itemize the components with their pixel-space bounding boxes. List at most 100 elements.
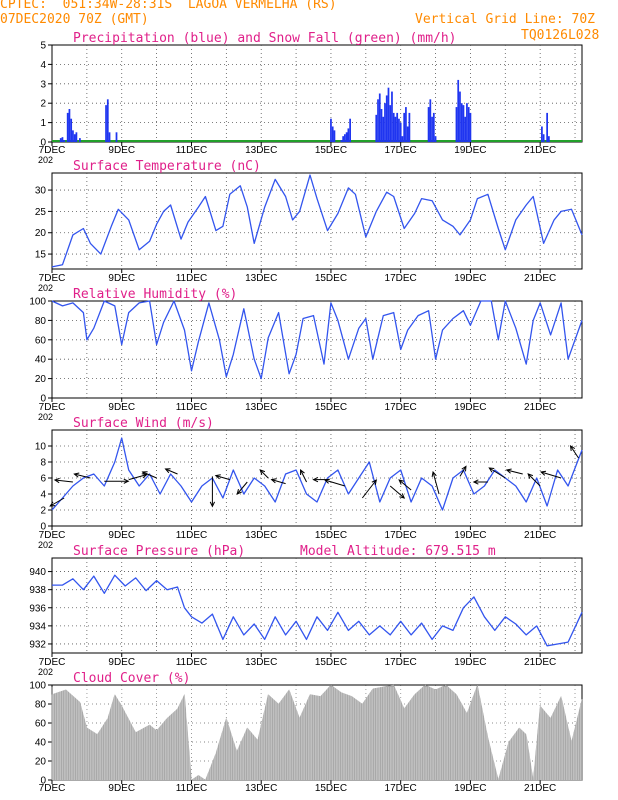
press-x-tick-label: 17DEC bbox=[385, 657, 417, 668]
wind-vector-arrowhead bbox=[398, 479, 405, 485]
precip-bar bbox=[377, 99, 379, 142]
temp-y-tick-label: 30 bbox=[35, 186, 47, 197]
temp-x-tick-label: 11DEC bbox=[176, 273, 208, 284]
wind-vector-arrowhead bbox=[505, 468, 512, 474]
precip-bar bbox=[105, 105, 107, 142]
wind-title: Surface Wind (m/s) bbox=[73, 416, 214, 431]
rh-y-tick-label: 100 bbox=[29, 297, 46, 308]
press-x-tick-label: 13DEC bbox=[245, 657, 277, 668]
temp-title: Surface Temperature (nC) bbox=[73, 159, 261, 174]
precip-bar bbox=[541, 126, 543, 142]
precip-bar bbox=[68, 109, 71, 142]
precip-bar bbox=[331, 126, 334, 142]
wind-vector-arrow bbox=[271, 479, 286, 485]
precip-bar bbox=[108, 132, 111, 142]
wind-vector-arrowhead bbox=[488, 467, 495, 473]
precip-y-tick-label: 1 bbox=[40, 118, 46, 129]
cloud-x-tick-label: 13DEC bbox=[245, 783, 277, 794]
cloud-x-tick-label: 7DEC bbox=[39, 783, 66, 794]
wind-y-tick-label: 6 bbox=[40, 474, 46, 485]
precip-bar bbox=[405, 107, 407, 142]
press-y-tick-label: 940 bbox=[29, 567, 46, 578]
precip-bar bbox=[459, 91, 461, 142]
wind-vector-arrowhead bbox=[527, 473, 534, 479]
wind-y-tick-label: 10 bbox=[35, 442, 47, 453]
rh-y-tick-label: 60 bbox=[35, 335, 47, 346]
press-y-tick-label: 938 bbox=[29, 585, 46, 596]
press-x-tick-label: 19DEC bbox=[454, 657, 486, 668]
wind-y-tick-label: 4 bbox=[40, 490, 46, 501]
precip-bar bbox=[408, 112, 411, 142]
precip-bar bbox=[389, 105, 392, 142]
press-x-tick-label: 21DEC bbox=[524, 657, 556, 668]
precip-bar bbox=[392, 112, 395, 142]
wind-vector-arrowhead bbox=[569, 445, 576, 452]
wind-vector-arrowhead bbox=[399, 493, 406, 499]
wind-vector-arrow bbox=[300, 469, 307, 483]
precip-bar bbox=[382, 116, 385, 142]
rh-title: Relative Humidity (%) bbox=[73, 287, 237, 302]
wind-vector-arrowhead bbox=[270, 478, 277, 484]
wind-vector-arrowhead bbox=[371, 479, 378, 485]
precip-bar bbox=[398, 118, 400, 142]
precip-bar bbox=[387, 87, 390, 142]
temp-x-tick-label: 15DEC bbox=[315, 273, 347, 284]
temp-y-tick-label: 20 bbox=[35, 228, 47, 239]
wind-vector-arrowhead bbox=[259, 469, 266, 475]
precip-bar bbox=[385, 95, 388, 142]
wind-series-line bbox=[51, 437, 583, 511]
cloud-y-tick-label: 100 bbox=[29, 681, 46, 692]
vertical-grid-note: Vertical Grid Line: 70Z bbox=[415, 12, 596, 27]
rh-x-tick-label: 19DEC bbox=[454, 402, 486, 413]
precip-bar bbox=[391, 91, 393, 142]
precip-bar bbox=[457, 79, 460, 142]
press-x-tick-label: 7DEC bbox=[39, 657, 66, 668]
precip-bar bbox=[349, 118, 351, 142]
precip-bar bbox=[464, 116, 467, 142]
rh-y-tick-label: 20 bbox=[35, 374, 47, 385]
precip-bar bbox=[399, 122, 402, 142]
cloud-x-tick-label: 19DEC bbox=[454, 783, 486, 794]
temp-x-tick-label: 13DEC bbox=[245, 273, 277, 284]
precip-bar bbox=[542, 134, 545, 142]
wind-vector-arrow bbox=[459, 466, 467, 477]
precip-y-tick-label: 2 bbox=[40, 99, 46, 110]
precip-bar bbox=[70, 118, 73, 142]
rh-x-tick-label: 15DEC bbox=[315, 402, 347, 413]
rh-x-tick-label: 13DEC bbox=[245, 402, 277, 413]
wind-vector-arrow bbox=[389, 485, 405, 499]
wind-vector-arrowhead bbox=[323, 478, 330, 484]
wind-vector-arrow bbox=[540, 471, 562, 479]
wind-vector-arrowhead bbox=[539, 470, 547, 476]
product-code: TQ0126L028 bbox=[521, 28, 600, 43]
precip-bar bbox=[403, 112, 406, 142]
press-x-tick-label: 15DEC bbox=[315, 657, 347, 668]
wind-vector-arrowhead bbox=[209, 501, 216, 508]
temp-x-tick-label: 21DEC bbox=[524, 273, 556, 284]
temp-x-tick-label: 9DEC bbox=[108, 273, 135, 284]
station-header: CPTEC: 051:34W-28:31S LAGOA VERMELHA (RS… bbox=[0, 0, 337, 12]
precip-bar bbox=[73, 134, 76, 142]
precip-bar bbox=[462, 105, 465, 142]
run-date: 07DEC2020 70Z (GMT) bbox=[0, 12, 149, 27]
precip-x-tick-label: 7DEC bbox=[39, 145, 66, 156]
cloud-x-tick-label: 17DEC bbox=[385, 783, 417, 794]
cloud-x-tick-label: 11DEC bbox=[176, 783, 208, 794]
precip-bar bbox=[375, 114, 378, 142]
wind-vector-arrowhead bbox=[49, 501, 56, 507]
rh-x-tick-label: 21DEC bbox=[524, 402, 556, 413]
precip-x-tick-label: 11DEC bbox=[176, 145, 208, 156]
wind-vector-arrowhead bbox=[472, 479, 479, 485]
wind-x-tick-label: 11DEC bbox=[176, 530, 208, 541]
precip-bar bbox=[546, 112, 549, 142]
precip-bar bbox=[406, 126, 409, 142]
wind-y-tick-label: 8 bbox=[40, 458, 46, 469]
temp-y-tick-label: 15 bbox=[35, 250, 47, 261]
wind-x-tick-label: 21DEC bbox=[524, 530, 556, 541]
cloud-x-tick-label: 21DEC bbox=[524, 783, 556, 794]
wind-vector-arrowhead bbox=[300, 468, 305, 476]
rh-x-tick-label: 11DEC bbox=[176, 402, 208, 413]
wind-vector-arrow bbox=[570, 445, 579, 459]
precip-bar bbox=[333, 130, 336, 142]
wind-vector-arrow bbox=[361, 479, 377, 499]
